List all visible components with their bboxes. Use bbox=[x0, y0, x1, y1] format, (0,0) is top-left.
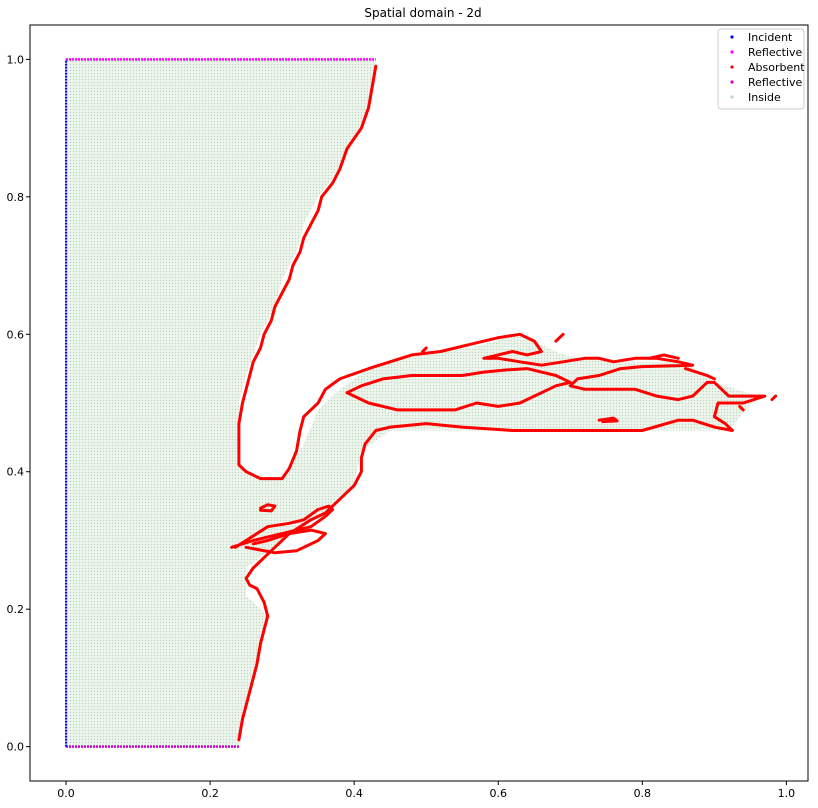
legend-marker bbox=[730, 50, 734, 54]
legend-label: Incident bbox=[748, 31, 793, 44]
absorbent-curve-9 bbox=[738, 404, 745, 412]
legend-marker bbox=[730, 95, 734, 99]
x-axis: 0.0 0.2 0.4 0.6 0.8 1.0 bbox=[57, 781, 795, 800]
absorbent-curve-1 bbox=[345, 367, 572, 412]
y-tick-label: 0.8 bbox=[7, 191, 25, 204]
y-tick-label: 1.0 bbox=[7, 53, 25, 66]
x-tick-label: 1.0 bbox=[778, 787, 796, 800]
absorbent-curve-8 bbox=[597, 416, 619, 424]
y-tick-label: 0.0 bbox=[7, 741, 25, 754]
y-tick-label: 0.6 bbox=[7, 328, 25, 341]
inside-region bbox=[66, 59, 758, 747]
absorbent-curve-7 bbox=[554, 332, 565, 343]
y-axis: 0.0 0.2 0.4 0.6 0.8 1.0 bbox=[7, 53, 30, 754]
absorbent-curve-6 bbox=[648, 353, 680, 360]
x-tick-label: 0.2 bbox=[201, 787, 219, 800]
absorbent-curve-0 bbox=[237, 64, 767, 742]
chart-title: Spatial domain - 2d bbox=[364, 6, 481, 20]
absorbent-curve-11 bbox=[421, 346, 428, 353]
y-tick-label: 0.2 bbox=[7, 603, 25, 616]
x-tick-label: 0.6 bbox=[489, 787, 507, 800]
legend-label: Absorbent bbox=[748, 61, 805, 74]
y-tick-label: 0.4 bbox=[7, 466, 25, 479]
legend: Incident Reflective Absorbent Reflective Ins… bbox=[717, 28, 805, 110]
absorbent-curve-10 bbox=[770, 394, 778, 402]
x-tick-label: 0.4 bbox=[345, 787, 363, 800]
plot-area bbox=[65, 58, 778, 748]
axes-frame bbox=[29, 24, 809, 782]
absorbent-curve-3 bbox=[244, 528, 327, 555]
legend-label: Inside bbox=[748, 91, 781, 104]
x-tick-label: 0.8 bbox=[634, 787, 652, 800]
absorbent-curve-2 bbox=[230, 504, 335, 549]
legend-label: Reflective bbox=[748, 76, 803, 89]
x-tick-label: 0.0 bbox=[57, 787, 75, 800]
legend-box bbox=[717, 28, 805, 110]
legend-marker bbox=[730, 35, 734, 39]
legend-marker bbox=[730, 80, 734, 84]
legend-label: Reflective bbox=[748, 46, 803, 59]
legend-marker bbox=[730, 65, 734, 69]
absorbent-curve-4 bbox=[259, 503, 277, 513]
absorbent-curve-5 bbox=[684, 367, 716, 381]
